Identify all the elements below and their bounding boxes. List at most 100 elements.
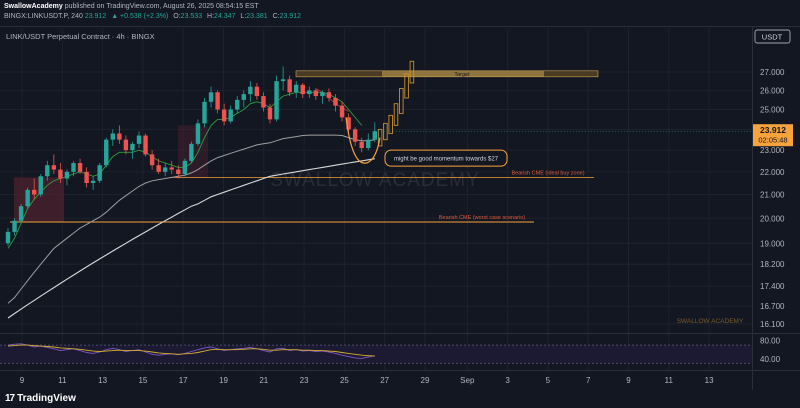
candle-body: [163, 167, 168, 172]
y-tick-label: 17.400: [760, 282, 785, 291]
x-tick-label: Sep: [460, 376, 475, 385]
callout-text: might be good momentum towards $27: [394, 157, 499, 163]
low-value: 23.381: [246, 13, 268, 20]
tv-logo-text: TradingView: [17, 393, 76, 404]
slow-moving-average: [7, 158, 375, 319]
currency-box[interactable]: [754, 29, 791, 44]
rsi-tick-label: 80.00: [760, 337, 781, 346]
candle-body: [313, 90, 319, 97]
candle-body: [195, 123, 201, 144]
callout-box: [384, 149, 508, 167]
candle-body: [300, 84, 305, 95]
footer-bar: 17 TradingView: [0, 390, 800, 408]
y-tick-label: 25.000: [760, 106, 785, 115]
candle-body: [143, 135, 148, 155]
price-tag-countdown: 02:05:48: [758, 136, 787, 145]
candle-body: [254, 86, 260, 97]
x-tick-label: 11: [58, 376, 67, 385]
x-tick-label: 3: [505, 376, 510, 385]
target-label: Target: [454, 72, 470, 78]
candle-body: [12, 220, 17, 232]
candle-body: [274, 81, 279, 120]
candle-body: [241, 94, 246, 100]
candle-body: [366, 139, 371, 149]
candle-body: [287, 79, 292, 93]
candle-body: [110, 133, 115, 140]
projection-bar: [388, 114, 393, 134]
rsi-tick-label: 40.00: [760, 355, 781, 364]
rsi-signal-line: [7, 344, 375, 357]
candle-body: [267, 107, 273, 120]
projection-bar: [393, 103, 399, 126]
candle-body: [326, 92, 332, 98]
mid-moving-average: [7, 134, 375, 304]
candle-body: [248, 86, 253, 95]
y-tick-label: 27.000: [760, 68, 785, 77]
candle-body: [320, 92, 325, 97]
candle-body: [346, 117, 351, 130]
candle-body: [280, 79, 286, 82]
open-label: O:: [173, 13, 181, 20]
candle-body: [208, 92, 214, 102]
projection-bar: [377, 128, 383, 147]
candle-body: [77, 163, 83, 172]
candle-body: [228, 109, 233, 122]
candle-body: [294, 84, 299, 93]
ideal-buy-zone-label: Bearish CME (ideal buy zone): [511, 170, 584, 176]
candle-body: [97, 165, 102, 181]
close-value: 23.912: [279, 13, 302, 20]
candle-body: [25, 189, 30, 207]
projection-bar: [409, 60, 415, 84]
candle-body: [235, 99, 240, 110]
candle-body: [64, 171, 70, 179]
projection-bar: [383, 122, 388, 141]
publish-info: SwallowAcademy published on TradingView.…: [4, 2, 259, 11]
tv-logo-icon: 17: [5, 393, 15, 404]
publish-date: published on TradingView.com, August 26,…: [62, 3, 259, 10]
watermark: SWALLOW ACADEMY: [270, 170, 480, 191]
candle-body: [261, 96, 266, 108]
projection-bar: [399, 88, 404, 114]
open-value: 23.533: [180, 13, 203, 20]
y-tick-label: 16.100: [760, 320, 785, 329]
x-tick-label: 21: [259, 376, 268, 385]
candle-body: [176, 169, 181, 175]
y-tick-label: 20.000: [760, 214, 785, 223]
x-tick-label: 9: [626, 376, 631, 385]
y-tick-label: 16.700: [760, 302, 785, 311]
tradingview-logo[interactable]: 17 TradingView: [5, 393, 76, 404]
candle-body: [117, 133, 122, 140]
candle-body: [221, 109, 227, 122]
candle-body: [123, 139, 129, 151]
author-name[interactable]: SwallowAcademy: [4, 3, 63, 10]
candle-body: [18, 206, 24, 221]
candle-body: [307, 90, 312, 95]
y-tick-label: 19.000: [760, 239, 785, 248]
candle-body: [156, 165, 161, 172]
candle-body: [84, 171, 89, 184]
high-label: H:: [207, 13, 215, 20]
x-tick-label: 9: [20, 376, 25, 385]
candle-body: [372, 131, 377, 140]
candle-body: [352, 129, 358, 142]
momentum-arc: [345, 117, 381, 164]
candle-body: [90, 180, 96, 184]
y-tick-label: 18.200: [760, 260, 785, 269]
price-axis-panel: [752, 26, 800, 390]
currency-label: USDT: [762, 33, 783, 42]
x-tick-label: 19: [219, 376, 228, 385]
y-tick-label: 22.000: [760, 168, 785, 177]
candle-body: [32, 189, 37, 195]
x-tick-label: 29: [421, 376, 430, 385]
x-tick-label: 13: [98, 376, 107, 385]
price-tag: [753, 124, 793, 147]
low-label: L:: [240, 13, 247, 20]
candle-body: [71, 163, 76, 172]
candle-body: [182, 160, 188, 175]
x-tick-label: 13: [705, 376, 714, 385]
x-tick-label: 11: [665, 376, 674, 385]
symbol-label: BINGX:LINKUSDT.P, 240: [4, 13, 83, 20]
candle-body: [169, 167, 174, 170]
y-tick-label: 21.000: [760, 190, 785, 199]
